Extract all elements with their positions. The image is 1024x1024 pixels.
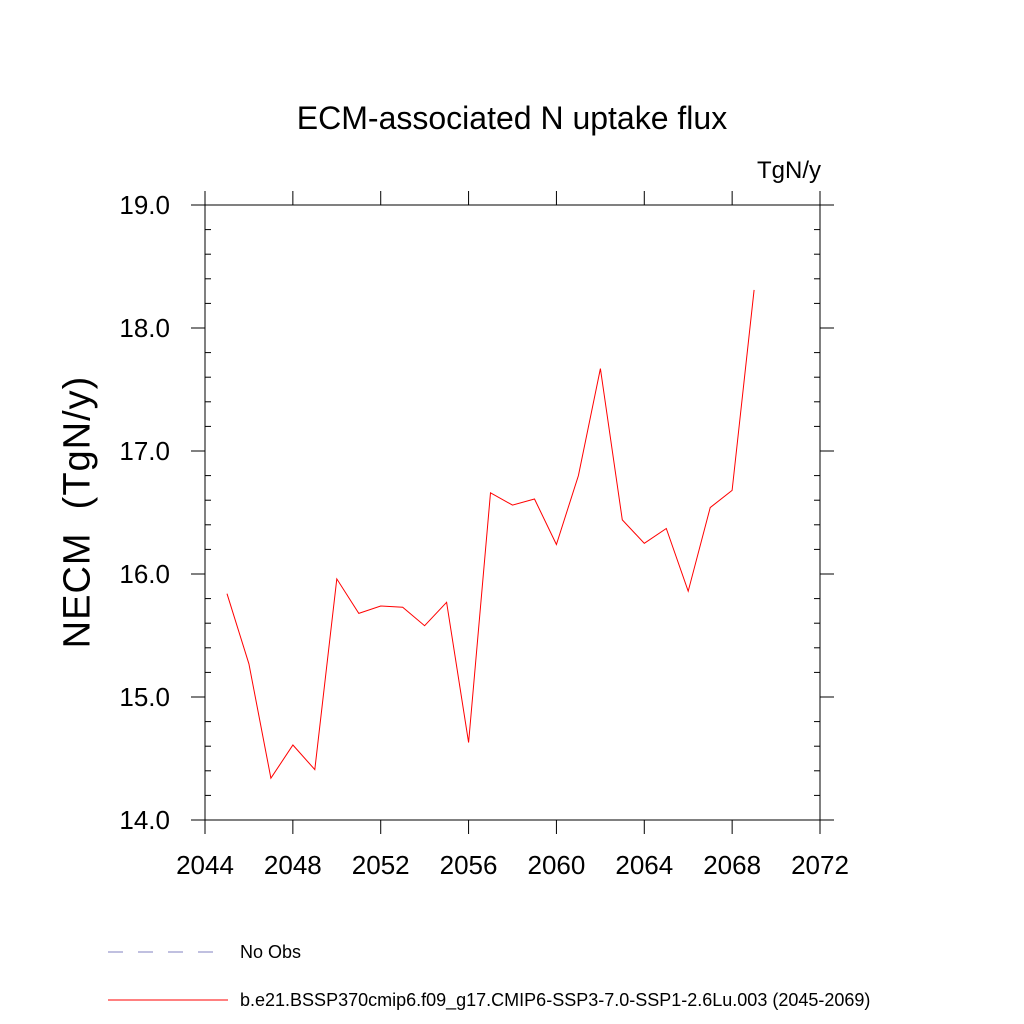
y-tick-label: 16.0 — [119, 559, 170, 589]
x-tick-label: 2060 — [528, 850, 586, 880]
x-tick-label: 2068 — [703, 850, 761, 880]
axis-ticks — [191, 191, 834, 834]
x-tick-label: 2044 — [176, 850, 234, 880]
y-tick-label: 19.0 — [119, 190, 170, 220]
y-tick-label: 18.0 — [119, 313, 170, 343]
y-tick-label: 15.0 — [119, 682, 170, 712]
x-tick-label: 2048 — [264, 850, 322, 880]
legend-label-model-run: b.e21.BSSP370cmip6.f09_g17.CMIP6-SSP3-7.… — [240, 990, 871, 1010]
plot-frame — [204, 204, 821, 821]
x-tick-label: 2052 — [352, 850, 410, 880]
y-tick-label: 17.0 — [119, 436, 170, 466]
units-label: TgN/y — [756, 157, 821, 184]
y-tick-label: 14.0 — [119, 805, 170, 835]
x-tick-label: 2064 — [615, 850, 673, 880]
chart-title: ECM-associated N uptake flux — [296, 100, 728, 136]
legend-lines — [108, 951, 228, 1001]
series-line — [226, 289, 755, 780]
x-tick-label: 2056 — [440, 850, 498, 880]
axis-tick-labels: 2044 2048 2052 2056 2060 2064 2068 2072 14.0 15.0… — [119, 190, 849, 880]
series-group — [226, 289, 755, 780]
legend-label-no-obs: No Obs — [240, 942, 302, 962]
x-tick-label: 2072 — [791, 850, 849, 880]
